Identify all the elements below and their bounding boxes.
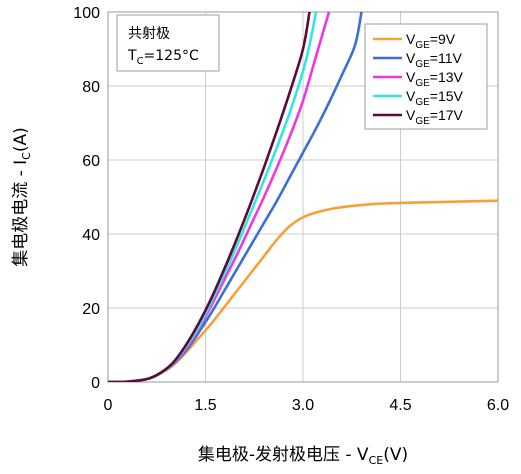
y-tick-labels: 0 20 40 60 80 100 bbox=[73, 5, 100, 392]
y-axis-title: 集电极电流 - IC(A) bbox=[11, 127, 33, 267]
plot-frame bbox=[107, 11, 499, 383]
legend-label-vge-9v: VGE=9V bbox=[406, 31, 456, 51]
x-axis-title-subscript: CE bbox=[369, 454, 384, 467]
series-layer bbox=[108, 12, 498, 382]
x-tick-labels: 0 1.5 3.0 4.5 6.0 bbox=[104, 397, 510, 414]
conditions-emitter-label: 共射极 bbox=[128, 26, 170, 42]
legend-label-vge-11v: VGE=11V bbox=[406, 50, 463, 70]
y-tick-label: 20 bbox=[82, 301, 100, 318]
y-tick-label: 0 bbox=[91, 375, 100, 392]
x-axis-title-prefix: 集电极-发射极电压 - V bbox=[198, 445, 369, 465]
y-tick-label: 80 bbox=[82, 79, 100, 96]
x-axis-title-suffix: (V) bbox=[383, 445, 408, 465]
temperature-subscript: C bbox=[137, 56, 144, 67]
conditions-temperature-label: TC=125°C bbox=[127, 48, 199, 67]
y-tick-label: 40 bbox=[82, 227, 100, 244]
legend-label-vge-13v: VGE=13V bbox=[406, 69, 464, 89]
conditions-box: 共射极 TC=125°C bbox=[116, 14, 220, 72]
x-tick-label: 4.5 bbox=[389, 397, 411, 414]
x-tick-label: 0 bbox=[104, 397, 113, 414]
x-axis-title: 集电极-发射极电压 - VCE(V) bbox=[198, 445, 408, 467]
y-axis-title-suffix: (A) bbox=[11, 127, 31, 152]
x-tick-label: 1.5 bbox=[194, 397, 216, 414]
legend-label-vge-17v: VGE=17V bbox=[406, 107, 464, 127]
y-tick-label: 60 bbox=[82, 153, 100, 170]
y-axis-title-subscript: C bbox=[20, 152, 33, 160]
temperature-prefix: T bbox=[127, 48, 137, 64]
x-tick-label: 3.0 bbox=[292, 397, 314, 414]
y-axis-title-prefix: 集电极电流 - I bbox=[11, 160, 31, 267]
x-tick-label: 6.0 bbox=[487, 397, 509, 414]
series-line-vge-17v bbox=[108, 12, 311, 382]
conditions-box-frame bbox=[116, 14, 220, 72]
y-tick-label: 100 bbox=[73, 5, 100, 22]
temperature-suffix: =125°C bbox=[144, 48, 199, 64]
legend-label-vge-15v: VGE=15V bbox=[406, 88, 464, 108]
